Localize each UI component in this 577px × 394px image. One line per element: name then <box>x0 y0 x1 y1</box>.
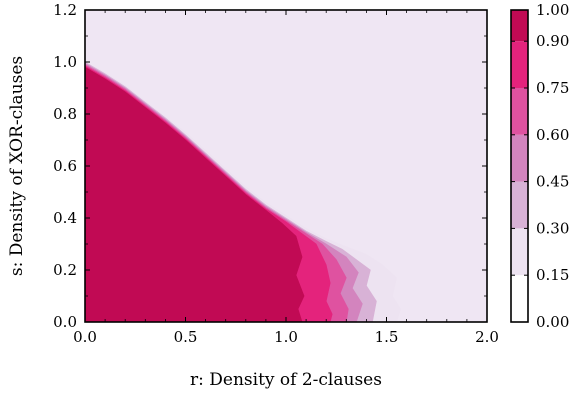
y-tick-label: 0.2 <box>53 261 77 279</box>
x-tick-label: 2.0 <box>475 328 499 346</box>
axes: 0.0 0.5 1.0 1.5 2.0 0.0 0.2 0.4 0.6 0.8 1.0 1.2 <box>53 1 499 346</box>
y-tick-label: 0.4 <box>53 209 77 227</box>
colorbar-band <box>511 181 528 229</box>
colorbar-tick-label: 0.60 <box>536 126 569 144</box>
colorbar-tick-label: 0.90 <box>536 32 569 50</box>
colorbar-band <box>511 275 528 322</box>
x-tick-label: 0.5 <box>174 328 198 346</box>
colorbar-tick-label: 1.00 <box>536 1 569 19</box>
y-tick-label: 0.0 <box>53 313 77 331</box>
x-tick-label: 1.0 <box>274 328 298 346</box>
x-tick-label: 0.0 <box>73 328 97 346</box>
colorbar-band <box>511 134 528 182</box>
colorbar-band <box>511 228 528 276</box>
colorbar-tick-label: 0.15 <box>536 266 569 284</box>
colorbar-frame <box>510 9 529 323</box>
colorbar-tick-label: 0.30 <box>536 219 569 237</box>
colorbar-band <box>511 41 528 88</box>
colorbar-band <box>511 10 528 42</box>
colorbar-tick-label: 0.00 <box>536 313 569 331</box>
x-tick-label: 1.5 <box>375 328 399 346</box>
y-tick-label: 0.8 <box>53 105 77 123</box>
y-tick-label: 1.0 <box>53 53 77 71</box>
plot-area <box>84 10 487 323</box>
y-tick-label: 0.6 <box>53 157 77 175</box>
y-axis-title: s: Density of XOR-clauses <box>7 56 27 276</box>
colorbar-band <box>511 88 528 135</box>
y-tick-label: 1.2 <box>53 1 77 19</box>
colorbar-tick-label: 0.45 <box>536 173 569 191</box>
x-axis-title: r: Density of 2-clauses <box>190 370 382 390</box>
colorbar-tick-label: 0.75 <box>536 79 569 97</box>
colorbar: 0.00 0.15 0.30 0.45 0.60 0.75 0.90 1.00 <box>510 1 569 331</box>
contour-level-0_9 <box>84 66 305 323</box>
